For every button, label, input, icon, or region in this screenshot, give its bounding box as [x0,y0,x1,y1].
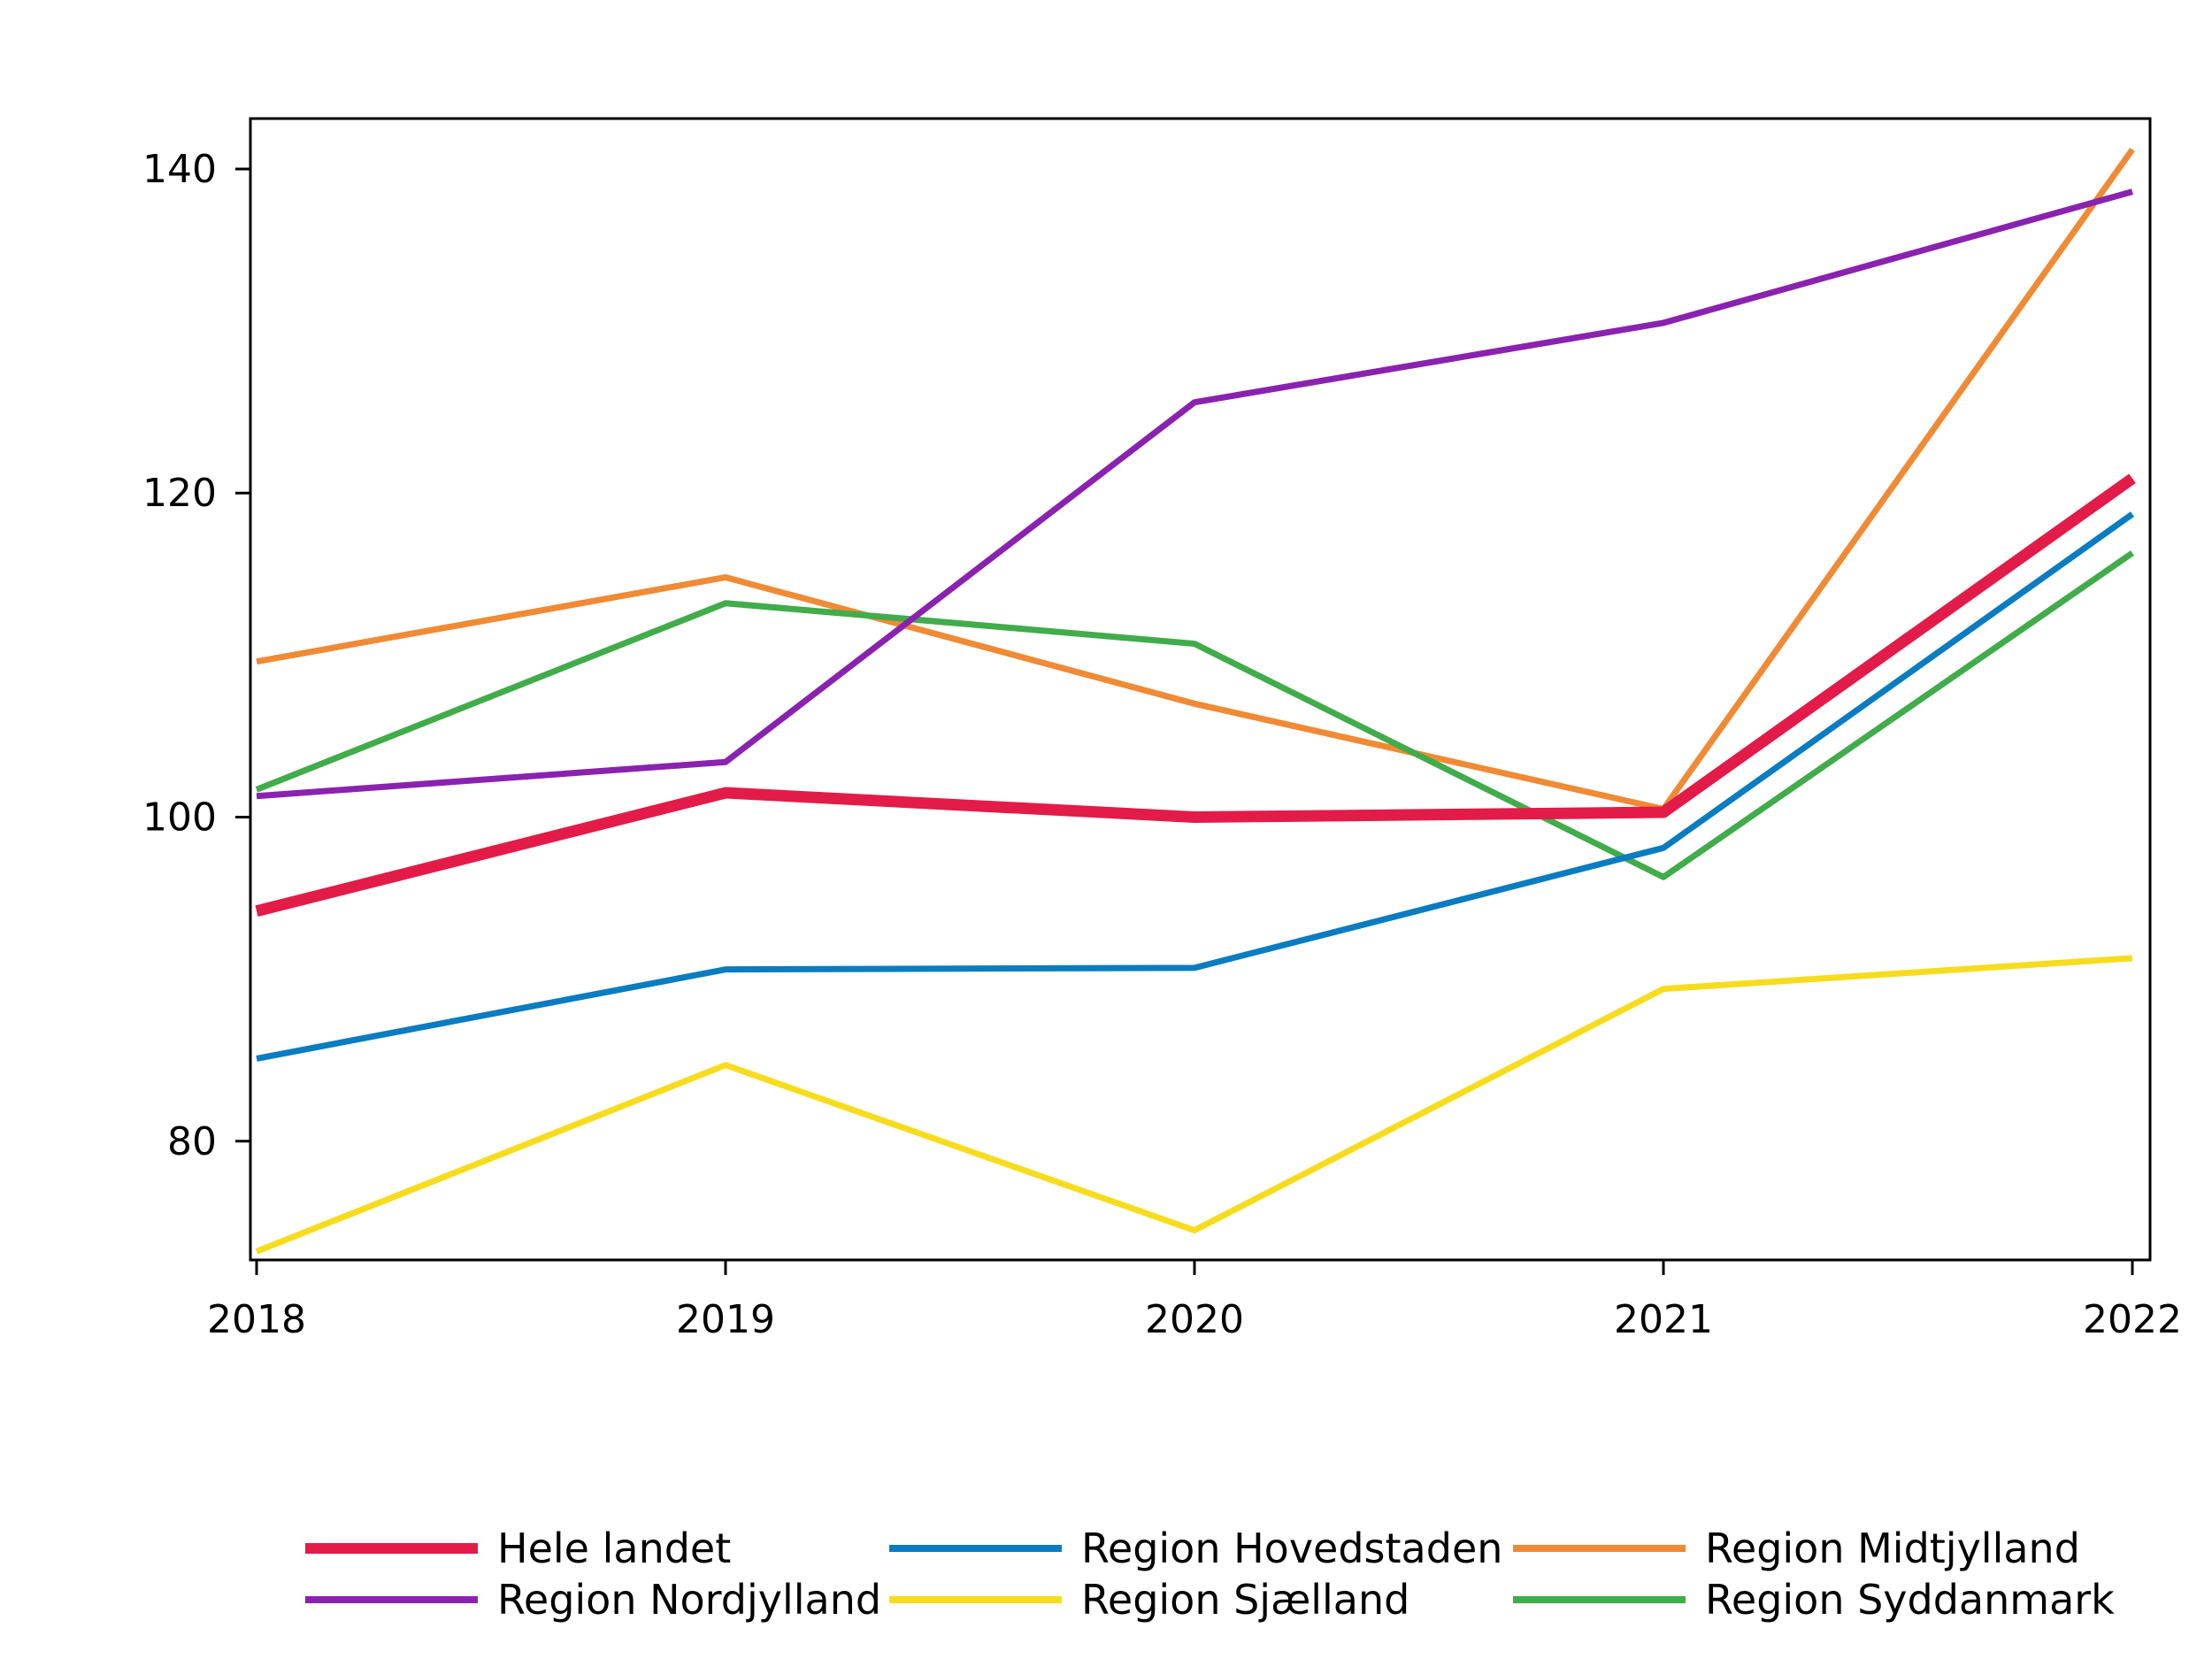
legend-label-region-sj-lland: Region Sjælland [1081,1576,1409,1624]
y-tick-label-140: 140 [142,147,217,192]
legend-label-hele-landet: Hele landet [497,1525,731,1572]
y-tick-label-80: 80 [167,1119,217,1164]
series-line-region-sj-lland [255,955,2133,1255]
series-line-region-hovedstaden [256,511,2135,1062]
legend-label-region-nordjylland: Region Nordjylland [497,1576,881,1624]
x-tick-label-2018: 2018 [207,1297,306,1342]
x-tick-label-2019: 2019 [676,1297,775,1342]
series-line-hele-landet [255,473,2136,918]
legend-label-region-hovedstaden: Region Hovedstaden [1081,1525,1502,1572]
series-line-region-syddanmark [255,550,2134,880]
x-tick-label-2020: 2020 [1145,1297,1244,1342]
legend-label-region-midtjylland: Region Midtjylland [1705,1525,2080,1572]
series-lines [255,147,2136,1255]
legend-label-region-syddanmark: Region Syddanmark [1705,1576,2115,1624]
y-tick-label-120: 120 [142,471,217,516]
x-tick-label-2022: 2022 [2083,1297,2182,1342]
x-axis: 2018 2019 2020 2021 2022 [207,1260,2182,1342]
plot-frame [249,117,2152,1262]
series-line-region-midtjylland [256,147,2135,812]
x-tick-label-2021: 2021 [1614,1297,1713,1342]
series-line-region-nordjylland [256,188,2133,800]
y-tick-label-100: 100 [142,795,217,841]
y-axis: 80 100 120 140 [142,147,250,1164]
legend: Hele landet Region Hovedstaden Region Midt… [305,1525,2115,1624]
